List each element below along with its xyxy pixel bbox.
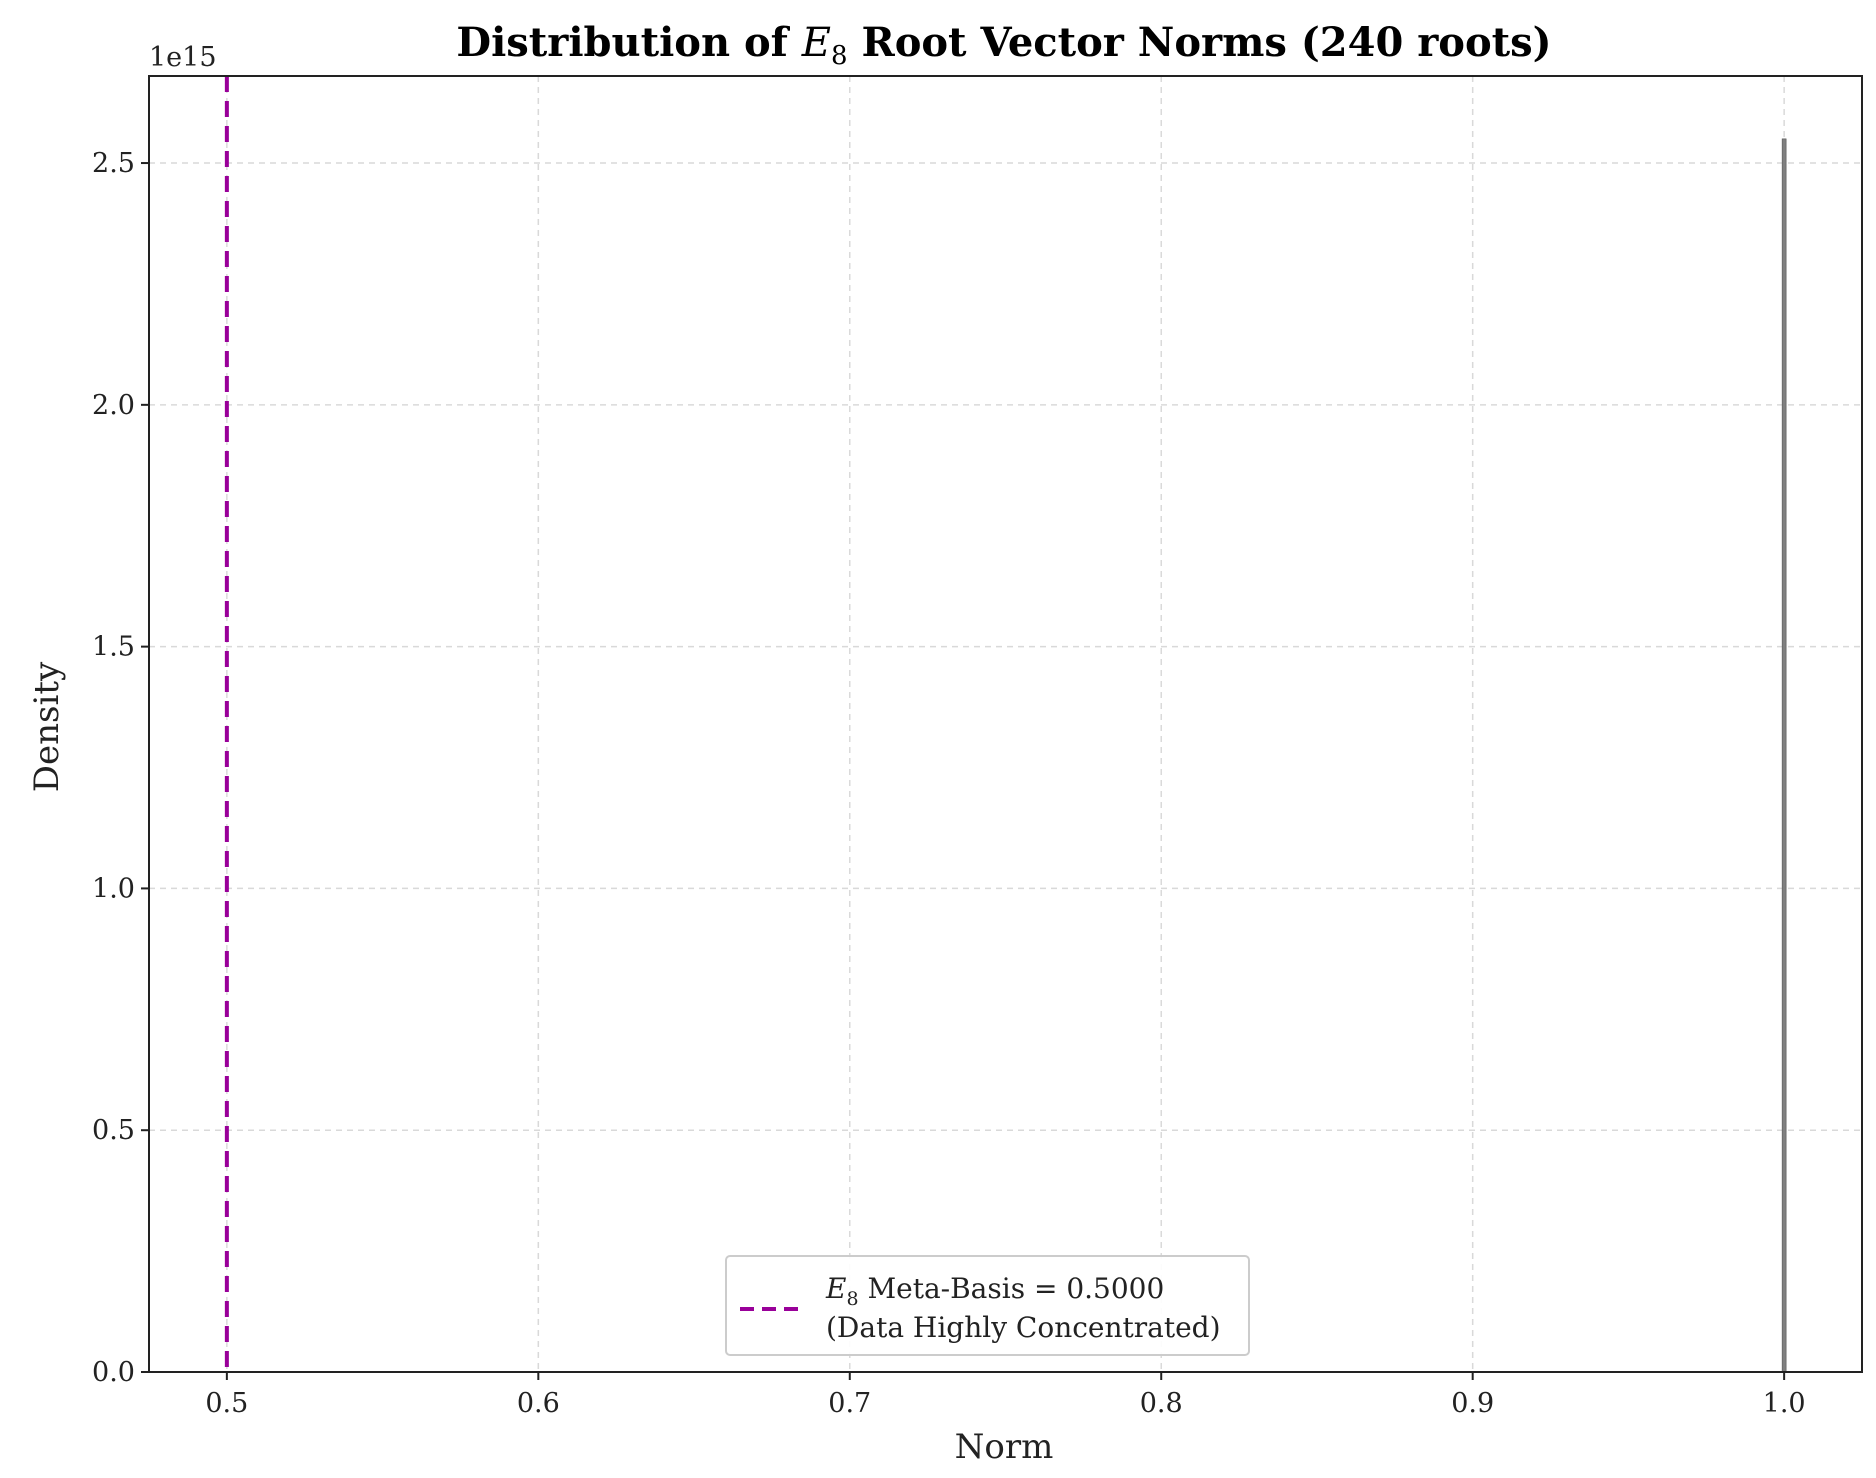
x-tick-label: 0.9 [1451,1388,1494,1419]
y-tick-label: 1.5 [92,632,135,663]
x-axis-label: Norm [955,1427,1054,1467]
legend-entry-line1: E8 Meta-Basis = 0.5000 [825,1272,1164,1310]
y-axis-ticks: 0.0 0.5 1.0 1.5 2.0 2.5 [92,148,149,1388]
y-tick-label: 1.0 [92,873,135,904]
y-offset-label: 1e15 [149,42,217,73]
plot-frame [148,75,1863,1373]
histogram-bars [1781,138,1787,1373]
y-tick-label: 0.0 [92,1357,135,1388]
legend: E8 Meta-Basis = 0.5000 (Data Highly Conc… [725,1255,1250,1356]
x-tick-label: 0.7 [828,1388,871,1419]
histogram-bar [1781,138,1787,1373]
x-tick-label: 0.8 [1140,1388,1183,1419]
x-gridlines [226,76,1785,1372]
y-tick-label: 2.5 [92,148,135,179]
legend-entry-line2: (Data Highly Concentrated) [826,1311,1221,1344]
x-axis-ticks: 0.5 0.6 0.7 0.8 0.9 1.0 [205,1372,1806,1419]
y-axis-label: Density [27,661,67,792]
y-gridlines [149,162,1862,1131]
chart-title: Distribution of E8 Root Vector Norms (24… [456,19,1551,71]
legend-box [725,1255,1250,1356]
y-tick-label: 0.5 [92,1115,135,1146]
y-tick-label: 2.0 [92,390,135,421]
x-tick-label: 0.6 [517,1388,560,1419]
x-tick-label: 0.5 [205,1388,248,1419]
x-tick-label: 1.0 [1763,1388,1806,1419]
